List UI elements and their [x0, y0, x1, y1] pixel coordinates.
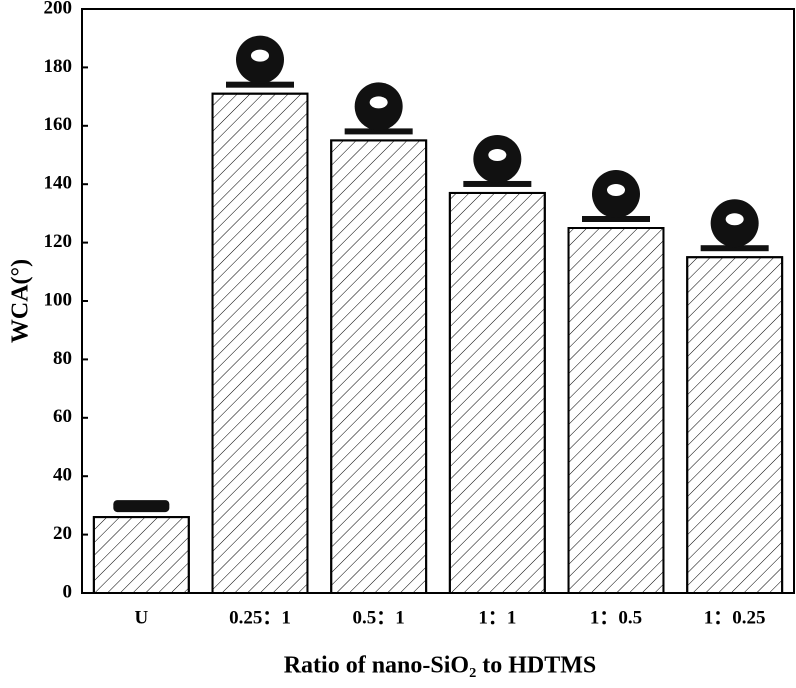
y-tick-label: 100 [44, 289, 73, 310]
x-tick-label: 1：0.5 [590, 607, 642, 628]
bar-hatch [92, 516, 190, 595]
droplet-image [113, 500, 170, 513]
droplet-image [344, 128, 413, 135]
y-tick-label: 180 [44, 56, 73, 77]
x-tick-label: 0.25：1 [229, 607, 291, 628]
droplet-image [725, 213, 744, 226]
x-axis-label: Ratio of nano-SiO₂ to HDTMS [284, 653, 597, 679]
y-tick-label: 40 [53, 465, 72, 486]
x-tick-label: 1：0.25 [704, 607, 766, 628]
droplet-image [607, 184, 625, 196]
bar-hatch [567, 227, 665, 594]
y-tick-label: 80 [53, 348, 72, 369]
x-tick-label: 1：1 [478, 607, 516, 628]
droplet-image [463, 180, 532, 187]
y-tick-label: 20 [53, 523, 72, 544]
bar-hatch [330, 139, 428, 594]
bar-hatch [686, 256, 784, 594]
x-tick-label: U [134, 607, 148, 628]
y-axis-label: WCA(°) [8, 259, 34, 343]
y-tick-label: 60 [53, 406, 72, 427]
y-tick-label: 140 [44, 173, 73, 194]
droplet-image [369, 96, 388, 109]
y-tick-label: 0 [63, 581, 73, 602]
droplet-image [488, 148, 507, 161]
y-tick-label: 200 [44, 0, 73, 18]
x-tick-label: 0.5：1 [353, 607, 405, 628]
y-tick-label: 160 [44, 114, 73, 135]
droplet-image [226, 81, 294, 88]
bar-hatch [448, 191, 546, 595]
droplet-image [582, 216, 650, 222]
y-tick-label: 120 [44, 231, 73, 252]
droplet-image [700, 245, 769, 252]
droplet-image [251, 49, 269, 62]
bar-hatch [211, 92, 309, 595]
